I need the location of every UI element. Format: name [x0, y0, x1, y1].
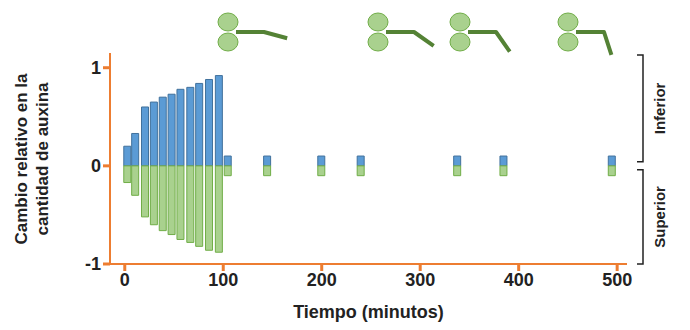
svg-text:400: 400 [504, 270, 534, 290]
svg-text:-1: -1 [85, 254, 101, 274]
html-text:Cambio relativo en la cantidad: Cambio relativo en la cantidad de auxina [12, 73, 52, 244]
svg-text:0: 0 [120, 270, 130, 290]
svg-text:300: 300 [405, 270, 435, 290]
svg-text:Superior: Superior [651, 186, 668, 248]
svg-text:1: 1 [91, 58, 101, 78]
svg-text:500: 500 [602, 270, 632, 290]
svg-text:200: 200 [307, 270, 337, 290]
svg-text:Inferior: Inferior [651, 82, 668, 134]
svg-text:Tiempo (minutos): Tiempo (minutos) [293, 302, 444, 322]
svg-text:0: 0 [91, 156, 101, 176]
svg-text:100: 100 [208, 270, 238, 290]
